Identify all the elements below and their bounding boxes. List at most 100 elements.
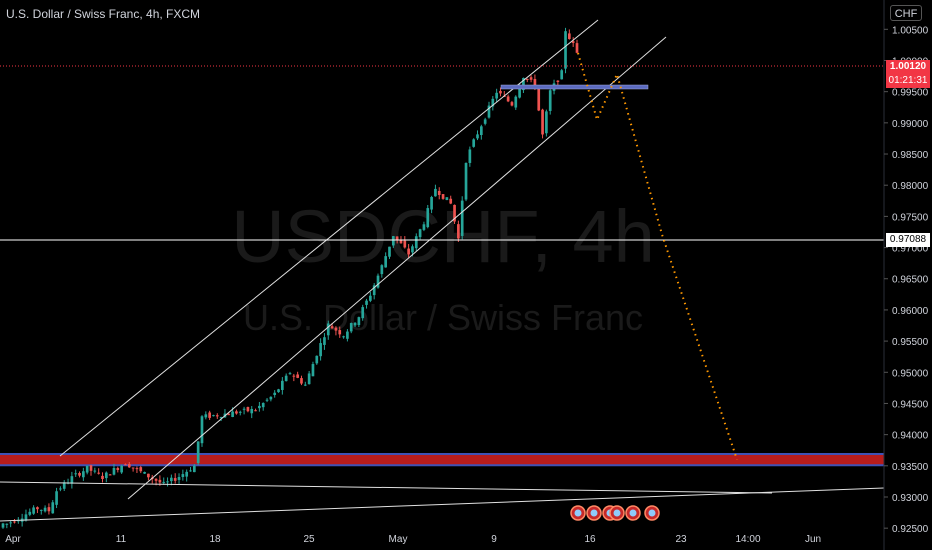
candle: [476, 130, 479, 141]
candle-body: [457, 224, 460, 239]
candle: [43, 505, 47, 513]
candle: [112, 463, 116, 476]
flag-icon[interactable]: [570, 505, 586, 521]
candle-body: [269, 396, 273, 400]
candle-body: [204, 414, 208, 418]
trend-line-descending[interactable]: [0, 481, 773, 494]
time-axis-label: May: [389, 534, 408, 545]
candle-body: [147, 473, 150, 478]
candle: [162, 477, 166, 485]
price-axis[interactable]: 1.005001.000000.995000.990000.985000.980…: [884, 25, 929, 535]
flag-icon[interactable]: [625, 505, 641, 521]
candle: [173, 473, 177, 484]
candle: [13, 518, 16, 524]
candle-body: [166, 481, 169, 483]
candle: [127, 462, 131, 468]
candle: [426, 204, 430, 229]
candle: [437, 187, 441, 200]
candle: [323, 333, 326, 350]
candle-body: [476, 134, 479, 139]
price-axis-label: 0.93500: [892, 462, 929, 473]
candle-body: [62, 482, 66, 489]
candle: [192, 464, 196, 473]
resistance-line[interactable]: [500, 84, 649, 90]
candle: [414, 233, 418, 252]
candle: [349, 322, 353, 334]
candle-body: [311, 364, 315, 377]
candle-body: [399, 239, 403, 244]
time-axis-label: 9: [491, 534, 497, 545]
candle-body: [43, 507, 47, 512]
candle: [185, 469, 189, 482]
candle: [441, 193, 445, 200]
candle-body: [185, 471, 189, 477]
candle: [292, 373, 296, 382]
candle: [28, 508, 32, 517]
candle: [47, 503, 51, 515]
candle-body: [292, 375, 296, 377]
candle: [51, 500, 55, 514]
currency-button[interactable]: CHF: [890, 5, 922, 21]
candle-body: [261, 402, 265, 408]
candle-body: [143, 471, 146, 474]
candle: [235, 409, 238, 415]
candle-body: [522, 77, 525, 91]
watermark-name: U.S. Dollar / Swiss Franc: [243, 297, 643, 338]
time-axis-label: Jun: [805, 534, 821, 545]
candle: [384, 252, 388, 268]
candle: [277, 388, 280, 393]
candle-body: [533, 79, 537, 88]
candle: [62, 480, 66, 492]
candle: [357, 316, 361, 328]
flag-icon[interactable]: [609, 505, 625, 521]
candle-body: [93, 470, 97, 472]
candle: [74, 469, 78, 477]
candle-body: [487, 105, 491, 118]
candle: [135, 466, 139, 474]
candle: [449, 195, 453, 205]
candle-body: [192, 465, 196, 473]
candle-body: [246, 407, 250, 412]
channel-upper-line[interactable]: [59, 19, 599, 457]
candle-body: [571, 41, 575, 43]
candle-body: [284, 375, 288, 382]
event-icons[interactable]: [570, 505, 660, 521]
candle-body: [181, 474, 185, 478]
candle-body: [158, 479, 162, 483]
candle-body: [342, 336, 345, 338]
candle: [407, 244, 410, 258]
candle: [212, 414, 215, 417]
support-zone[interactable]: [0, 452, 884, 467]
candle-body: [506, 96, 510, 102]
candle-body: [560, 70, 564, 80]
flag-icon[interactable]: [586, 505, 602, 521]
candle: [564, 27, 567, 74]
candle: [472, 138, 476, 148]
time-axis-label: Apr: [5, 534, 21, 545]
candle: [315, 355, 319, 365]
candle-body: [510, 102, 514, 106]
trend-line-ascending[interactable]: [0, 487, 885, 522]
support-zone-fill[interactable]: [0, 453, 884, 466]
candle: [139, 465, 143, 474]
channel-lower-line[interactable]: [127, 36, 667, 500]
candle-body: [495, 92, 498, 99]
candle: [238, 410, 242, 416]
time-axis[interactable]: Apr 11 18 25 May 9 16 23 14:00 Jun: [5, 534, 821, 545]
candle: [170, 474, 173, 486]
candle-body: [124, 464, 127, 466]
candle: [265, 398, 269, 403]
price-axis-label: 0.98500: [892, 150, 929, 161]
candle-body: [479, 126, 483, 136]
candle: [568, 29, 571, 40]
candle: [9, 520, 12, 528]
flag-icon[interactable]: [644, 505, 660, 521]
candle: [147, 473, 150, 481]
price-axis-label: 0.98000: [892, 181, 929, 192]
candle: [537, 88, 541, 112]
drawings[interactable]: [0, 19, 885, 522]
candle: [288, 371, 292, 375]
price-axis-label: 0.94000: [892, 431, 929, 442]
price-axis-label: 0.96500: [892, 275, 929, 286]
